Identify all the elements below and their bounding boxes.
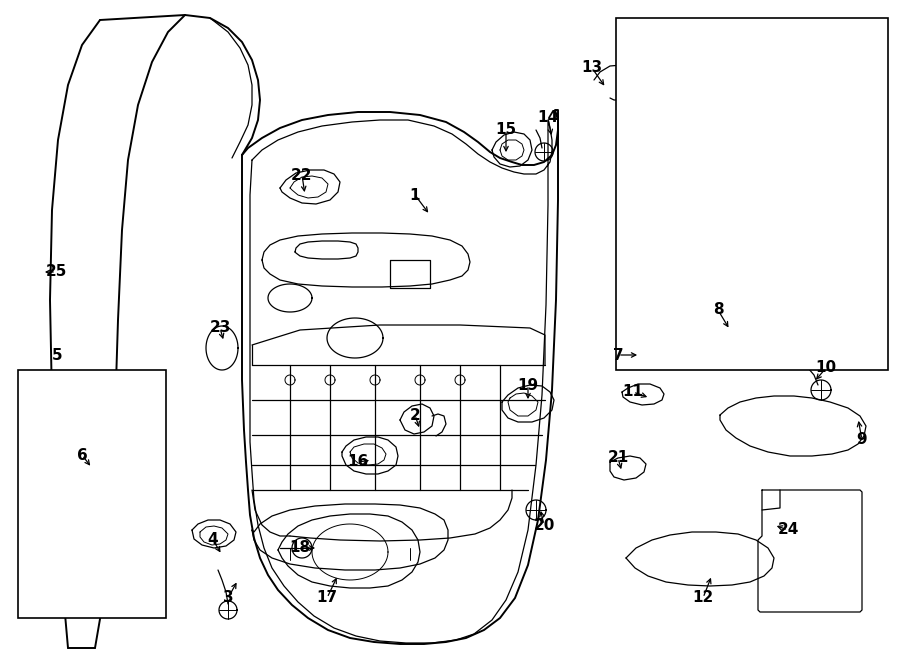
Text: 23: 23 xyxy=(210,321,230,336)
Text: 14: 14 xyxy=(537,110,559,126)
Text: 2: 2 xyxy=(410,407,420,422)
Text: 15: 15 xyxy=(495,122,517,137)
Text: 1: 1 xyxy=(410,188,420,202)
Text: 7: 7 xyxy=(613,348,624,362)
Text: 6: 6 xyxy=(76,447,87,463)
Text: 19: 19 xyxy=(518,377,538,393)
Text: 17: 17 xyxy=(317,590,338,605)
Bar xyxy=(616,18,888,370)
Text: 22: 22 xyxy=(292,167,313,182)
Text: 3: 3 xyxy=(222,590,233,605)
Text: 18: 18 xyxy=(290,541,310,555)
Text: 25: 25 xyxy=(45,264,67,280)
Text: 11: 11 xyxy=(623,385,644,399)
Text: 5: 5 xyxy=(51,348,62,362)
Text: 12: 12 xyxy=(692,590,714,605)
Text: 21: 21 xyxy=(608,451,628,465)
Text: 16: 16 xyxy=(347,455,369,469)
Bar xyxy=(18,370,166,618)
Text: 20: 20 xyxy=(534,518,554,533)
Text: 13: 13 xyxy=(581,61,603,75)
Text: 8: 8 xyxy=(713,303,724,317)
Text: 24: 24 xyxy=(778,522,798,537)
Text: 10: 10 xyxy=(815,360,837,375)
Text: 9: 9 xyxy=(857,432,868,447)
Text: 4: 4 xyxy=(208,533,219,547)
